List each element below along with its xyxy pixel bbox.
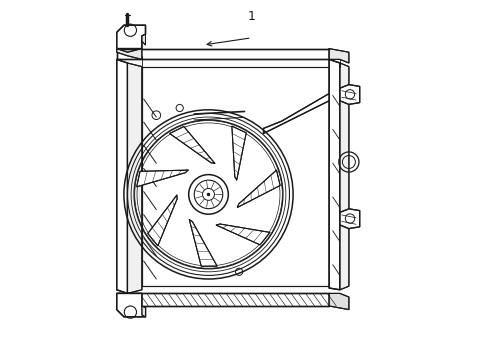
Polygon shape	[127, 63, 142, 293]
Polygon shape	[117, 293, 145, 317]
Text: 1: 1	[247, 10, 255, 23]
Polygon shape	[339, 209, 359, 229]
Polygon shape	[117, 49, 142, 59]
Polygon shape	[169, 126, 214, 163]
Polygon shape	[117, 25, 145, 49]
Polygon shape	[328, 59, 339, 290]
Polygon shape	[231, 126, 246, 180]
Polygon shape	[328, 293, 348, 310]
Polygon shape	[339, 63, 348, 290]
Polygon shape	[339, 85, 359, 104]
Polygon shape	[117, 49, 328, 59]
Polygon shape	[117, 59, 127, 293]
Polygon shape	[189, 220, 217, 266]
Polygon shape	[237, 170, 280, 207]
Polygon shape	[137, 170, 188, 187]
Polygon shape	[142, 306, 145, 317]
Polygon shape	[117, 293, 328, 306]
Polygon shape	[328, 49, 348, 63]
Polygon shape	[263, 94, 328, 134]
Polygon shape	[147, 195, 177, 246]
Polygon shape	[142, 34, 145, 45]
Polygon shape	[142, 67, 339, 286]
Polygon shape	[216, 224, 269, 245]
Circle shape	[188, 175, 228, 214]
